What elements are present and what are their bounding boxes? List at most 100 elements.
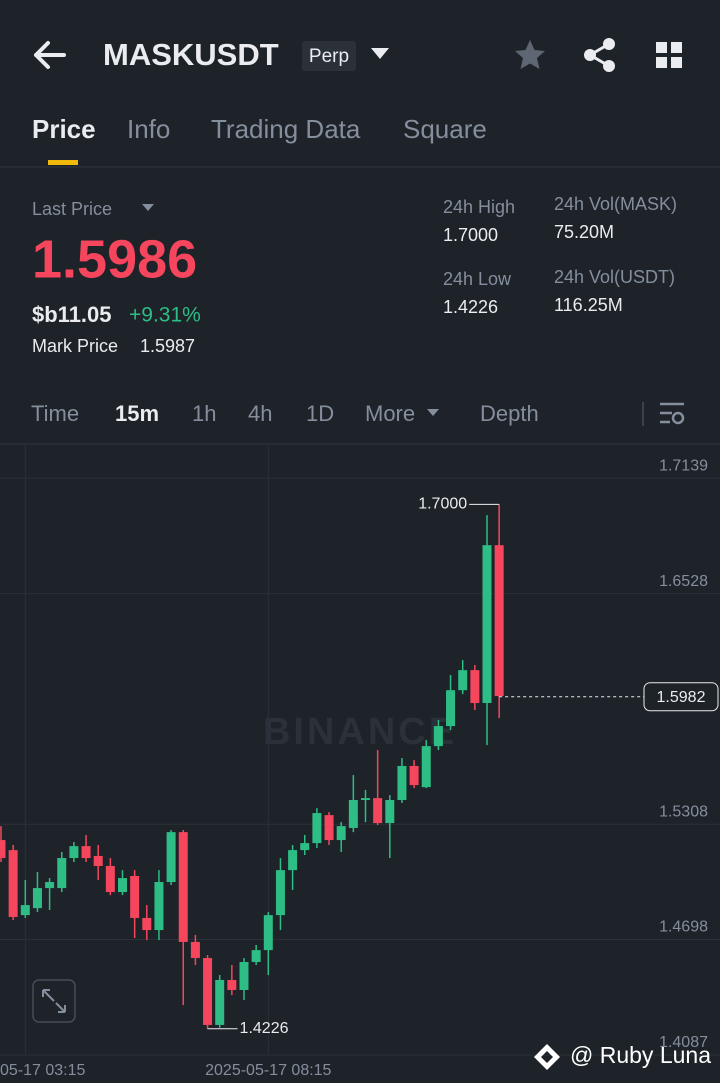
last-price-label: Last Price [32, 199, 112, 219]
stat-label: 24h High [443, 197, 515, 217]
back-button[interactable] [34, 41, 66, 69]
candle-body [470, 670, 480, 704]
footer-logo [534, 1044, 560, 1070]
candle-body [397, 765, 407, 800]
candle-body [373, 798, 383, 824]
y-tick-label: 1.7139 [659, 457, 708, 474]
more-dropdown[interactable] [427, 409, 439, 416]
last-price-tag-label: 1.5982 [657, 689, 706, 706]
candle-body [251, 950, 261, 962]
x-tick-label: 05-17 03:15 [0, 1062, 86, 1079]
x-tick-label: 2025-05-17 08:15 [205, 1062, 331, 1079]
candle-body [300, 843, 310, 851]
candle-body [361, 798, 370, 800]
grid-cell[interactable] [671, 42, 682, 53]
candle-body [142, 917, 152, 931]
candle-body [203, 958, 213, 1025]
grid-cell[interactable] [656, 42, 667, 53]
interval-tab[interactable]: Depth [480, 401, 539, 426]
expand-icon[interactable] [42, 989, 66, 1013]
stat-value: 1.4226 [443, 297, 498, 317]
candle-body [324, 815, 334, 841]
favorite-star[interactable] [515, 40, 545, 69]
candle-body [494, 545, 504, 697]
interval-tab[interactable]: 15m [115, 401, 159, 426]
tab[interactable]: Info [127, 114, 170, 144]
price-dropdown[interactable] [142, 204, 154, 211]
grid-menu[interactable] [656, 42, 682, 68]
y-tick-label: 1.4087 [659, 1034, 708, 1051]
candle-body [166, 832, 176, 883]
grid-cell[interactable] [671, 57, 682, 68]
candle-body [8, 850, 18, 918]
candle-body [446, 690, 456, 727]
symbol-dropdown[interactable] [371, 48, 389, 59]
interval-tab[interactable]: 4h [248, 401, 272, 426]
perp-badge: Perp [309, 46, 349, 67]
tab[interactable]: Square [403, 114, 487, 144]
candle-body [275, 870, 285, 916]
candle-body [69, 846, 79, 859]
candle-body [93, 855, 103, 866]
interval-tab[interactable]: 1h [192, 401, 216, 426]
stat-value: 116.25M [554, 295, 623, 315]
share-lines[interactable] [587, 42, 610, 68]
candle-body [288, 850, 298, 871]
candle-body [130, 875, 140, 918]
candle-body [458, 670, 468, 691]
y-tick-label: 1.4698 [659, 919, 708, 936]
interval-tab[interactable]: 1D [306, 401, 334, 426]
mark-price: 1.5987 [140, 336, 195, 356]
candle-body [312, 813, 322, 844]
candle-body [57, 858, 67, 889]
candle-body [190, 941, 200, 959]
settings-gear[interactable] [671, 411, 685, 425]
candle-body [421, 746, 431, 788]
stat-value: 1.7000 [443, 225, 498, 245]
tab[interactable]: Price [32, 114, 96, 144]
tab[interactable]: Trading Data [211, 114, 361, 144]
stat-label: 24h Low [443, 269, 512, 289]
badge-bg [302, 41, 356, 71]
candle-body [385, 799, 395, 824]
settings-lines[interactable] [660, 402, 684, 424]
interval-tab[interactable]: More [365, 401, 415, 426]
candle-body [215, 979, 225, 1025]
candle-body [20, 905, 30, 916]
watermark: BINANCE [263, 711, 457, 753]
back-arrow[interactable] [34, 41, 66, 69]
last-price-tag [643, 682, 719, 712]
candle-body [32, 888, 42, 909]
chart-settings[interactable] [660, 402, 685, 425]
interval-tab[interactable]: Time [31, 401, 79, 426]
stat-label: 24h Vol(MASK) [554, 194, 677, 214]
stat-label: 24h Vol(USDT) [554, 267, 675, 287]
candle-body [227, 979, 237, 990]
stat-value: 75.20M [554, 222, 614, 242]
candle-body [433, 726, 443, 747]
share-button[interactable] [584, 38, 615, 72]
candle-body [105, 865, 115, 893]
candle-body [154, 882, 164, 931]
grid-cell[interactable] [656, 57, 667, 68]
last-price: 1.5986 [32, 229, 197, 289]
candle-body [239, 961, 249, 990]
y-tick-label: 1.6528 [659, 573, 708, 590]
price-change: +9.31% [129, 304, 201, 327]
candle-body [81, 846, 91, 859]
candle-body [348, 799, 358, 828]
candle-body [0, 840, 6, 859]
high-label: 1.7000 [418, 496, 467, 513]
fiat-price: $b11.05 [32, 302, 112, 327]
candle-body [178, 832, 188, 942]
mark-price-label: Mark Price [32, 336, 118, 356]
candle-body [263, 915, 273, 951]
footer-credit: @ Ruby Luna [570, 1042, 711, 1068]
y-tick-label: 1.5308 [659, 803, 708, 820]
tab-underline [48, 160, 78, 165]
candle-body [409, 765, 419, 786]
candle-body [482, 545, 492, 704]
